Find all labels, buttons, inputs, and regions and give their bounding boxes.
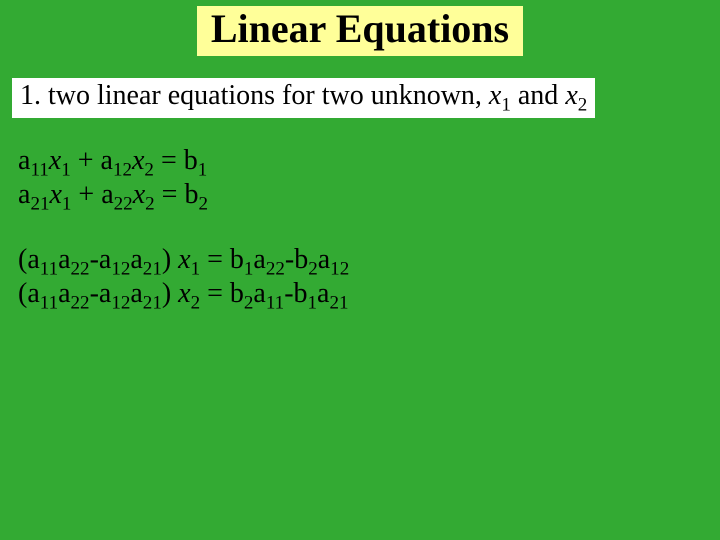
eq3-close: ) (162, 244, 178, 275)
eq2-x2: x (133, 179, 145, 210)
eq4-a1-sub: 11 (40, 292, 58, 313)
subtitle: 1. two linear equations for two unknown,… (12, 78, 595, 118)
eq2-x1: x (49, 179, 61, 210)
eq3-b2: b (294, 244, 308, 275)
subtitle-sub1: 1 (501, 95, 511, 116)
eq1-a1: a (18, 145, 30, 176)
eq3-eq: = (200, 244, 230, 275)
eq4-a5: a (253, 278, 265, 309)
eq3-open: ( (18, 244, 27, 275)
eq4-a6: a (317, 278, 329, 309)
eq4-close: ) (162, 278, 178, 309)
equation-1: a11x1 + a12x2 = b1 (18, 144, 720, 178)
eq3-a2: a (58, 244, 70, 275)
eq3-a6: a (318, 244, 330, 275)
eq3-a6-sub: 12 (330, 258, 349, 279)
eq4-a3: a (99, 278, 111, 309)
eq2-x1-sub: 1 (62, 194, 72, 215)
eq1-x1: x (49, 145, 61, 176)
eq4-a5-sub: 11 (266, 292, 284, 313)
eq1-b: b (184, 145, 198, 176)
eq3-b2-sub: 2 (308, 258, 318, 279)
eq3-b1-sub: 1 (244, 258, 254, 279)
eq4-b1: b (230, 278, 244, 309)
equation-block-2: (a11a22-a12a21) x1 = b1a22-b2a12 (a11a22… (0, 243, 720, 311)
eq4-x: x (178, 278, 190, 309)
eq3-a2-sub: 22 (71, 258, 90, 279)
eq4-a1: a (27, 278, 39, 309)
eq2-a2-sub: 22 (114, 194, 133, 215)
eq4-minus: - (90, 278, 99, 309)
eq3-a4: a (130, 244, 142, 275)
eq4-a4-sub: 21 (143, 292, 162, 313)
eq3-a1-sub: 11 (40, 258, 58, 279)
subtitle-x1: x (489, 80, 501, 111)
eq2-a2: a (101, 179, 113, 210)
subtitle-container: 1. two linear equations for two unknown,… (0, 78, 720, 118)
eq3-b1: b (230, 244, 244, 275)
eq4-b2: b (294, 278, 308, 309)
title-container: Linear Equations (0, 0, 720, 56)
eq1-plus: + (71, 145, 101, 176)
eq4-a3-sub: 12 (111, 292, 130, 313)
eq1-a2: a (101, 145, 113, 176)
subtitle-sub2: 2 (578, 95, 588, 116)
equation-3: (a11a22-a12a21) x1 = b1a22-b2a12 (18, 243, 720, 277)
eq4-open: ( (18, 278, 27, 309)
eq2-b-sub: 2 (198, 194, 208, 215)
eq3-minus: - (90, 244, 99, 275)
eq4-b2-sub: 1 (308, 292, 318, 313)
eq1-eq: = (154, 145, 184, 176)
subtitle-and: and (511, 80, 565, 111)
equation-block-1: a11x1 + a12x2 = b1 a21x1 + a22x2 = b2 (0, 144, 720, 212)
eq3-a3: a (99, 244, 111, 275)
eq4-x-sub: 2 (191, 292, 201, 313)
eq3-a5-sub: 22 (266, 258, 285, 279)
eq4-a2-sub: 22 (71, 292, 90, 313)
eq1-x2: x (132, 145, 144, 176)
eq3-a3-sub: 12 (111, 258, 130, 279)
eq2-x2-sub: 2 (145, 194, 155, 215)
eq3-x: x (178, 244, 190, 275)
eq4-eq: = (200, 278, 230, 309)
eq4-a6-sub: 21 (329, 292, 348, 313)
subtitle-prefix: 1. two linear equations for two unknown, (20, 80, 489, 111)
subtitle-x2: x (565, 80, 577, 111)
eq3-x-sub: 1 (191, 258, 201, 279)
eq4-b1-sub: 2 (244, 292, 254, 313)
eq3-a4-sub: 21 (143, 258, 162, 279)
eq4-minus2: - (284, 278, 293, 309)
eq2-a1-sub: 21 (30, 194, 49, 215)
eq2-b: b (184, 179, 198, 210)
eq2-eq: = (155, 179, 185, 210)
eq2-plus: + (71, 179, 101, 210)
slide-title: Linear Equations (197, 6, 523, 56)
eq3-a5: a (253, 244, 265, 275)
eq3-minus2: - (285, 244, 294, 275)
eq2-a1: a (18, 179, 30, 210)
slide: Linear Equations 1. two linear equations… (0, 0, 720, 540)
eq3-a1: a (27, 244, 39, 275)
eq4-a4: a (130, 278, 142, 309)
eq4-a2: a (58, 278, 70, 309)
equation-4: (a11a22-a12a21) x2 = b2a11-b1a21 (18, 277, 720, 311)
equation-2: a21x1 + a22x2 = b2 (18, 178, 720, 212)
